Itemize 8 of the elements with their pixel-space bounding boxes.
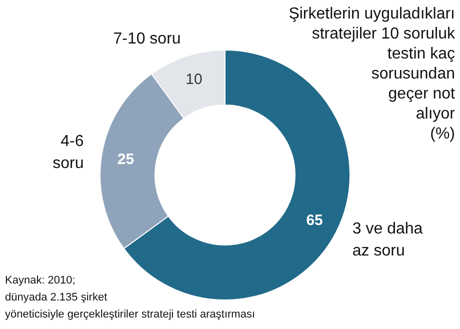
data-label: 10 [186,70,202,88]
text: Şirketlerin uyguladıkları stratejiler 10 soruluk testin kaç sorusundan geçer not alıyor (%) [288,6,456,142]
slice-label: 4-6 soru [52,133,84,172]
slice-label: 3 ve daha az soru [352,220,423,260]
slice-label: 7-10 soru [113,30,181,48]
text: Kaynak: 2010; dünyada 2.135 şirket yöneticisiyle gerçekleştiriler strateji testi araştırması [5,274,256,320]
data-label: 65 [306,212,323,230]
data-label: 25 [117,150,134,168]
